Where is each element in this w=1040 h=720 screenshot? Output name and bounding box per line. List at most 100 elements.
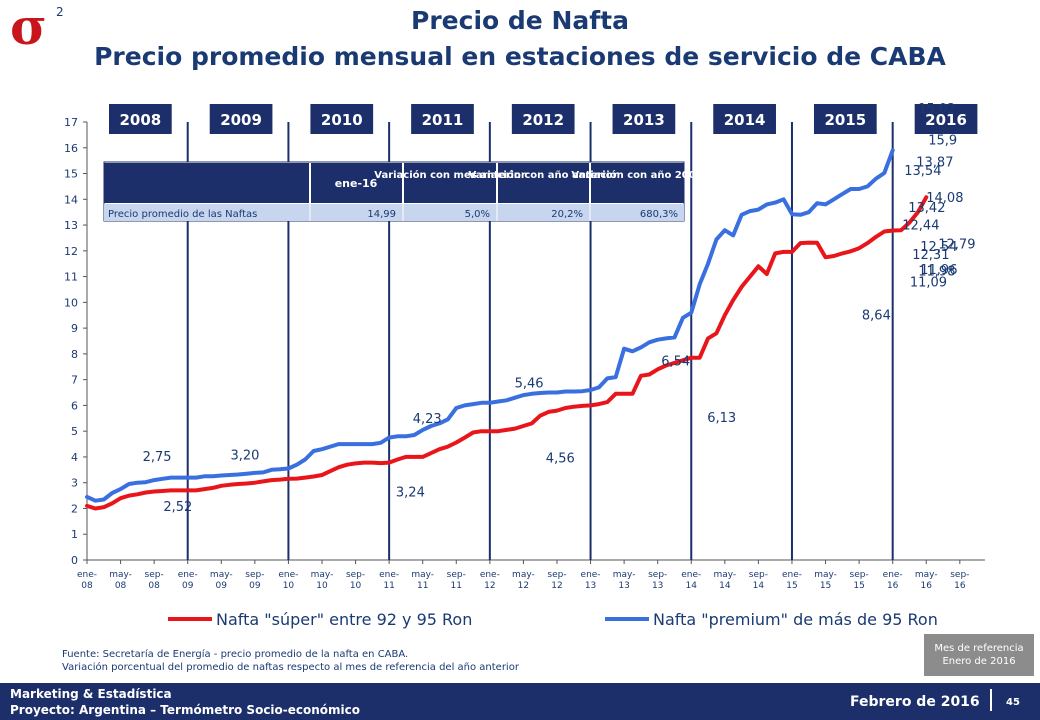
logo: σ 2 (10, 0, 64, 52)
x-tick-label-year: 12 (551, 581, 562, 591)
x-tick-label-year: 10 (350, 581, 362, 591)
footer-separator (990, 689, 992, 711)
data-label: 11,09 (910, 275, 947, 290)
x-tick-label-year: 11 (383, 581, 394, 591)
series-premium-line (85, 148, 895, 503)
table-cell-price: 14,99 (367, 209, 396, 220)
x-tick-label-year: 10 (283, 581, 295, 591)
data-label: 13,42 (908, 201, 945, 216)
series-super-line (85, 195, 929, 511)
x-tick-label: may- (210, 570, 233, 580)
data-label: 6,54 (661, 354, 690, 369)
data-label: 4,56 (546, 452, 575, 467)
table-header-2007: Variación con año 2007 (571, 169, 702, 181)
y-tick-label: 11 (64, 271, 78, 284)
y-tick-label: 0 (71, 554, 78, 567)
x-tick-label: may- (512, 570, 535, 580)
y-tick-label: 17 (64, 116, 78, 129)
x-tick-label-year: 13 (652, 581, 663, 591)
data-label: 8,64 (862, 308, 891, 323)
footer-org-line-2: Proyecto: Argentina – Termómetro Socio-e… (10, 703, 361, 717)
x-tick-label: ene- (77, 570, 97, 580)
data-label: 2,75 (143, 450, 172, 465)
year-label: 2008 (119, 111, 161, 129)
footer-org-line-1: Marketing & Estadística (10, 687, 172, 701)
summary-table: ene-16 Variación con mes anterior Variac… (103, 161, 703, 222)
legend-premium-label: Nafta "premium" de más de 95 Ron (653, 610, 938, 629)
y-tick-label: 10 (64, 296, 78, 309)
data-label: 14,08 (926, 191, 963, 206)
year-box (310, 104, 374, 134)
year-label: 2014 (724, 111, 766, 129)
x-tick-label-year: 14 (686, 581, 698, 591)
data-label: 12,79 (938, 237, 975, 252)
table-row-label: Precio promedio de las Naftas (108, 209, 257, 220)
x-tick-label-year: 12 (518, 581, 529, 591)
x-tick-label-year: 08 (148, 581, 160, 591)
y-tick-label: 6 (71, 399, 78, 412)
data-label: 13,87 (916, 156, 953, 171)
year-box (612, 104, 676, 134)
x-tick-label: ene- (782, 570, 802, 580)
year-label: 2015 (824, 111, 866, 129)
x-tick-label-year: 09 (249, 581, 261, 591)
footer-org: Marketing & Estadística Proyecto: Argent… (10, 686, 360, 718)
x-tick-label: ene- (178, 570, 198, 580)
year-box (813, 104, 877, 134)
legend: Nafta "súper" entre 92 y 95 Ron Nafta "p… (168, 610, 938, 629)
logo-superscript: 2 (56, 5, 64, 19)
data-label: 12,31 (912, 248, 949, 263)
table-row-bg (104, 204, 684, 221)
source-line-2: Variación porcentual del promedio de naf… (62, 662, 519, 673)
year-box (109, 104, 172, 134)
x-tick-label-year: 10 (316, 581, 328, 591)
x-axis: ene-08may-08sep-08ene-09may-09sep-09ene-… (77, 560, 969, 591)
y-tick-label: 3 (71, 477, 78, 490)
legend-super-label: Nafta "súper" entre 92 y 95 Ron (216, 610, 472, 629)
x-tick-label-year: 16 (921, 581, 933, 591)
data-label: 12,44 (902, 218, 939, 233)
y-tick-label: 9 (71, 322, 78, 335)
year-label: 2010 (321, 111, 363, 129)
data-label: 15,9 (928, 133, 957, 148)
data-labels: 2,75 2,52 3,20 3,24 4,23 4,56 5,46 6,54 6,13 8,64… (143, 102, 976, 515)
data-label: 13,54 (904, 164, 941, 179)
y-tick-label: 13 (64, 219, 78, 232)
reference-month-box: Mes de referencia Enero de 2016 (924, 634, 1034, 676)
year-label: 2013 (623, 111, 665, 129)
data-label: 11,96 (920, 263, 957, 278)
x-tick-label-year: 11 (417, 581, 428, 591)
table-cell-anio: 20,2% (551, 209, 583, 220)
x-tick-label-year: 09 (216, 581, 228, 591)
page-subtitle: Precio promedio mensual en estaciones de… (94, 42, 946, 71)
x-tick-label: ene- (480, 570, 500, 580)
x-tick-label-year: 14 (753, 581, 765, 591)
year-label: 2011 (422, 111, 464, 129)
year-box (411, 104, 474, 134)
x-tick-label: sep- (346, 570, 365, 580)
y-tick-label: 15 (64, 168, 78, 181)
series-lines (85, 148, 929, 511)
x-tick-label: sep- (547, 570, 566, 580)
source-line-1: Fuente: Secretaría de Energía - precio p… (62, 649, 409, 660)
x-tick-label: ene- (278, 570, 298, 580)
table-header-month: ene-16 (335, 177, 378, 190)
table-cell-2007: 680,3% (640, 209, 678, 220)
year-box (914, 104, 978, 134)
x-tick-label: ene- (681, 570, 701, 580)
y-tick-label: 7 (71, 374, 78, 387)
year-label: 2016 (925, 111, 967, 129)
x-tick-label-year: 15 (820, 581, 831, 591)
y-tick-label: 12 (64, 245, 78, 258)
x-tick-label-year: 08 (81, 581, 93, 591)
reference-label: Mes de referencia (934, 643, 1024, 654)
y-tick-label: 4 (71, 451, 78, 464)
footer-bar: Marketing & Estadística Proyecto: Argent… (0, 683, 1040, 720)
table-header-mes: Variación con mes anterior (374, 169, 526, 181)
x-tick-label-year: 15 (786, 581, 797, 591)
page-title: Precio de Nafta (411, 6, 629, 35)
table-cell-mes: 5,0% (465, 209, 490, 220)
x-tick-label: sep- (447, 570, 466, 580)
data-label: 5,46 (515, 376, 544, 391)
